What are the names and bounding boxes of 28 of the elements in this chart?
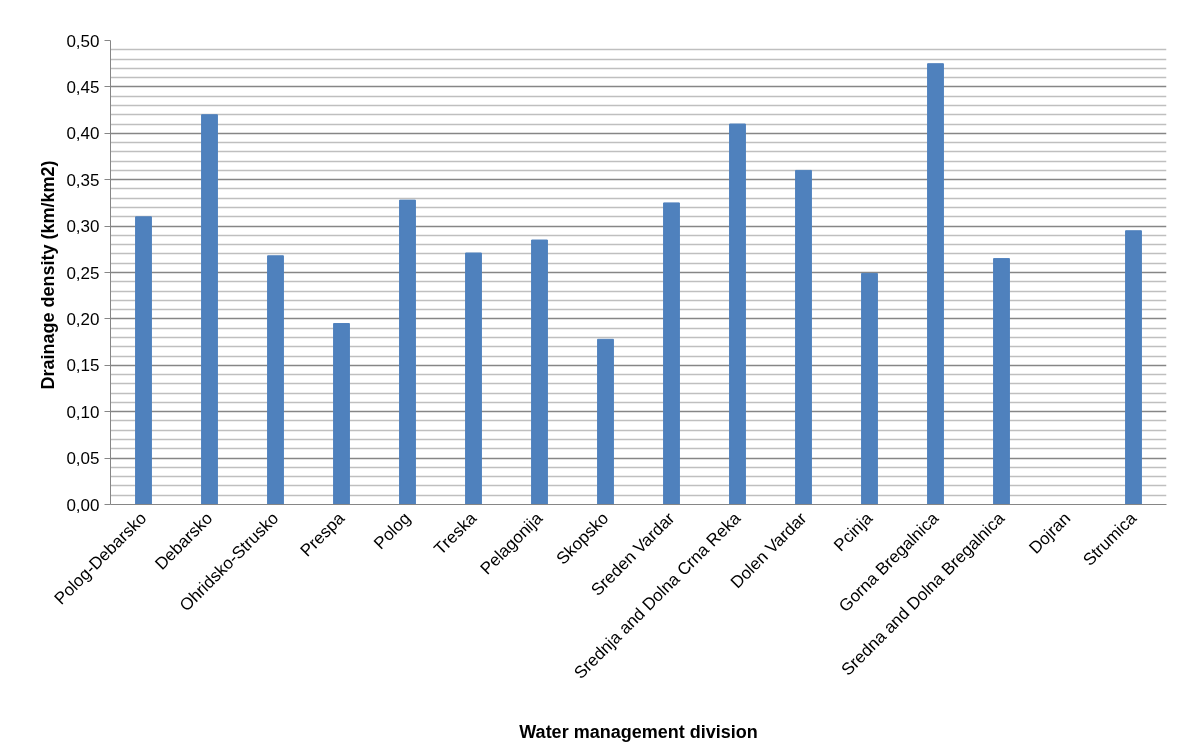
bar [465, 252, 482, 505]
y-tick-label: 0,25 [66, 263, 100, 283]
y-tick-label: 0,40 [66, 124, 100, 144]
bar [729, 123, 746, 505]
bar [399, 199, 416, 505]
bar [531, 239, 548, 505]
y-tick-label: 0,20 [66, 309, 100, 329]
bar [267, 255, 284, 505]
y-tick-label: 0,30 [66, 217, 100, 237]
y-tick-label: 0,50 [66, 31, 100, 51]
x-axis-title: Water management division [519, 722, 758, 743]
y-tick-label: 0,15 [66, 356, 100, 376]
y-tick-label: 0,00 [66, 495, 100, 515]
y-axis-title: Drainage density (km/km2) [38, 160, 59, 390]
bar [993, 258, 1010, 505]
bar [927, 63, 944, 505]
y-tick-label: 0,45 [66, 77, 100, 97]
y-tick-label: 0,05 [66, 449, 100, 469]
bar [135, 216, 152, 505]
bar [333, 323, 350, 505]
bar [201, 114, 218, 505]
bar [1125, 230, 1142, 505]
y-tick-label: 0,10 [66, 402, 100, 422]
bar [861, 272, 878, 505]
y-tick-label: 0,35 [66, 170, 100, 190]
bar [795, 169, 812, 505]
bar [663, 202, 680, 505]
bar [597, 338, 614, 505]
